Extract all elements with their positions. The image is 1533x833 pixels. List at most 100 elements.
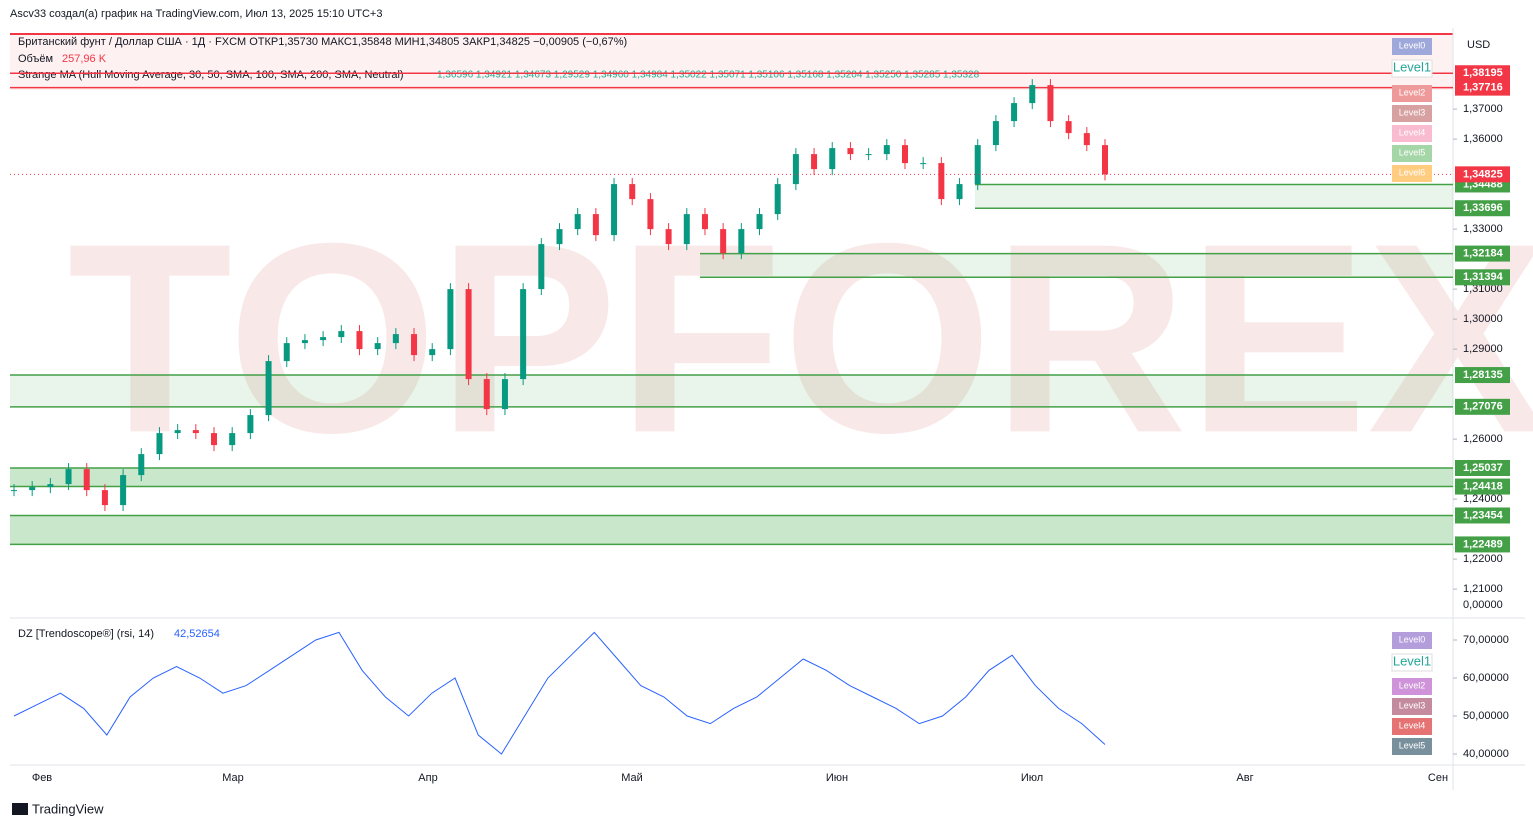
candle	[847, 148, 854, 155]
y-tick-label: 1,22000	[1463, 553, 1503, 565]
candle	[465, 289, 472, 380]
volume-tick-label: 0,00000	[1463, 599, 1503, 611]
y-tick-label: 1,26000	[1463, 433, 1503, 445]
rsi-value: 42,52654	[174, 628, 220, 640]
level-label: Level5	[1399, 147, 1426, 157]
price-label: 1,38195	[1463, 67, 1503, 79]
level-box	[1392, 678, 1432, 695]
price-label: 1,25037	[1463, 462, 1503, 474]
candle	[1047, 85, 1054, 122]
price-label: 1,24418	[1463, 480, 1503, 492]
header: Ascv33 создал(а) график на TradingView.c…	[10, 8, 382, 20]
level-box	[1392, 105, 1432, 122]
y-tick-label: 1,29000	[1463, 343, 1503, 355]
price-badge	[1455, 367, 1510, 384]
candle	[920, 163, 927, 165]
price-label: 1,23454	[1463, 509, 1504, 521]
level-label: Level3	[1399, 107, 1426, 117]
level-box	[1392, 38, 1432, 55]
level-label: Level4	[1399, 127, 1426, 137]
y-tick-label: 70,00000	[1463, 634, 1509, 646]
support-zone	[700, 253, 1453, 278]
x-tick-label: Май	[621, 772, 643, 784]
resistance-zone	[10, 34, 1453, 90]
candle	[1083, 133, 1090, 146]
y-tick-label: 60,00000	[1463, 672, 1509, 684]
logo-icon	[12, 803, 28, 815]
candle	[738, 229, 745, 254]
price-badge	[1455, 166, 1510, 183]
candle	[265, 361, 272, 416]
candle	[374, 343, 381, 350]
candle	[192, 430, 199, 434]
candle	[120, 475, 127, 506]
price-badge	[1455, 507, 1510, 524]
currency: USD	[1467, 39, 1490, 51]
price-badge	[1455, 536, 1510, 553]
candle	[65, 469, 72, 485]
logo: TradingView	[32, 801, 104, 816]
volume-label: Объём	[18, 53, 53, 65]
y-tick-label: 1,30000	[1463, 313, 1503, 325]
level-label: Level2	[1399, 87, 1426, 97]
candle	[683, 214, 690, 245]
candle	[829, 148, 836, 170]
candle	[320, 337, 327, 341]
candle	[1029, 85, 1036, 104]
price-badge	[1455, 245, 1510, 262]
candle	[520, 289, 527, 380]
candle	[411, 334, 418, 356]
candle	[811, 154, 818, 170]
candle	[29, 487, 36, 491]
y-tick-label: 1,37000	[1463, 103, 1503, 115]
candle	[901, 145, 908, 164]
level-label: Level3	[1399, 700, 1426, 710]
candle	[447, 289, 454, 350]
candle	[701, 214, 708, 230]
candle	[429, 349, 436, 356]
level-label: Level0	[1399, 634, 1426, 644]
level-box	[1392, 738, 1432, 755]
level-box	[1392, 145, 1432, 162]
candle	[11, 490, 17, 492]
candle	[301, 340, 308, 344]
volume-value: 257,96 K	[62, 53, 107, 65]
candle	[647, 199, 654, 230]
level-label: Level0	[1399, 40, 1426, 50]
x-tick-label: Мар	[222, 772, 244, 784]
x-tick-label: Фев	[32, 772, 52, 784]
candle	[974, 145, 981, 185]
level-label: Level5	[1399, 740, 1426, 750]
candle	[211, 433, 218, 446]
candle	[338, 331, 345, 338]
price-label: 1,31394	[1463, 271, 1504, 283]
candle	[592, 214, 599, 236]
rsi-title: DZ [Trendoscope®] (rsi, 14)	[18, 628, 154, 640]
candle	[483, 379, 490, 410]
candle	[83, 469, 90, 491]
candle	[174, 430, 181, 434]
indicator: Strange MA (Hull Moving Average, 30, 50,…	[18, 69, 404, 81]
x-tick-label: Апр	[418, 772, 437, 784]
x-tick-label: Июл	[1021, 772, 1043, 784]
price-label: 1,34825	[1463, 168, 1503, 180]
indicator-values: 1,36596 1,34921 1,34673 1,29529 1,34960 …	[437, 70, 980, 81]
y-tick-label: 40,00000	[1463, 748, 1509, 760]
level-label: Level1	[1393, 59, 1431, 74]
candle	[47, 484, 54, 488]
level-box	[1391, 59, 1433, 78]
candle	[665, 229, 672, 245]
candle	[720, 229, 727, 254]
y-tick-label: 50,00000	[1463, 710, 1509, 722]
candle	[956, 184, 963, 200]
candle	[865, 154, 872, 156]
level-box	[1391, 653, 1433, 672]
candle	[538, 244, 545, 290]
support-zone	[975, 184, 1453, 209]
y-tick-label: 1,31000	[1463, 283, 1503, 295]
level-label: Level6	[1399, 167, 1426, 177]
candle	[629, 184, 636, 200]
price-label: 1,32184	[1463, 247, 1504, 259]
candle	[229, 433, 236, 446]
